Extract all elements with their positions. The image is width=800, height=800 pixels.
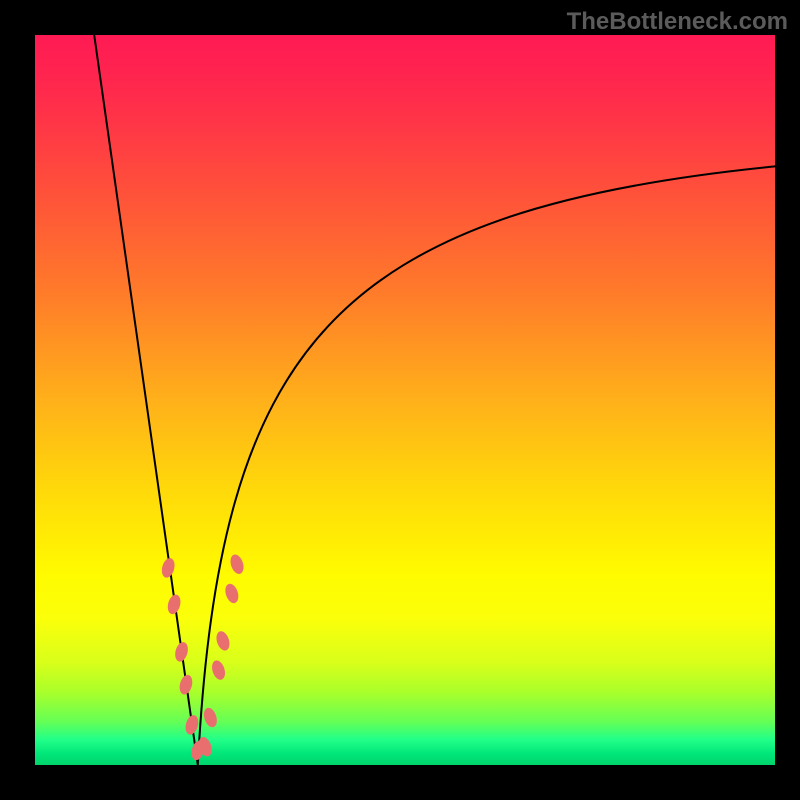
watermark-text: TheBottleneck.com xyxy=(567,8,788,36)
chart-root: { "canvas": { "width": 800, "height": 80… xyxy=(0,0,800,800)
chart-gradient-background xyxy=(35,35,775,765)
